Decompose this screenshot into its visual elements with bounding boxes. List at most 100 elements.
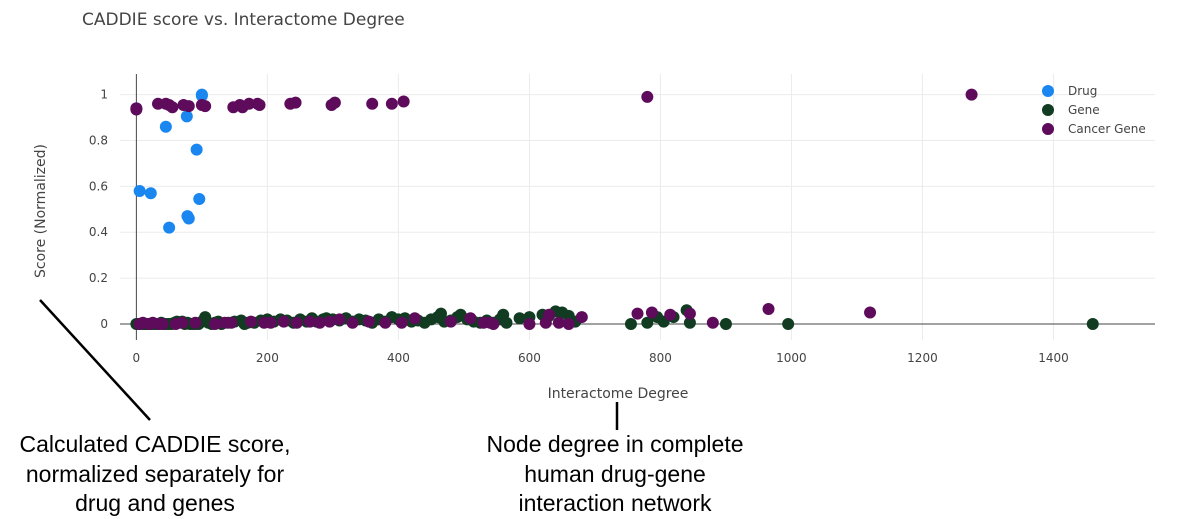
x-tick-label: 1200 <box>907 351 938 365</box>
x-tick-label: 1000 <box>776 351 807 365</box>
data-point <box>864 306 877 319</box>
series-cancer-gene <box>130 88 978 330</box>
data-point <box>706 316 719 329</box>
data-point <box>199 100 212 113</box>
data-point <box>290 316 303 329</box>
data-point <box>190 143 203 156</box>
y-axis-title: Score (Normalized) <box>33 144 49 278</box>
data-point <box>166 101 179 114</box>
data-point <box>543 308 556 321</box>
data-point <box>245 315 258 328</box>
right-note-line: interaction network <box>518 490 712 516</box>
x-tick-label: 0 <box>133 351 141 365</box>
data-point <box>243 97 256 110</box>
y-tick-label: 0.6 <box>89 179 108 193</box>
series-drug <box>130 88 208 234</box>
y-tick-label: 0.8 <box>89 134 108 148</box>
x-tick-label: 600 <box>518 351 541 365</box>
left-note-line: normalized separately for <box>26 461 285 487</box>
data-point <box>159 120 172 133</box>
legend-label: Drug <box>1068 84 1097 98</box>
data-point <box>762 303 775 316</box>
data-point <box>362 315 375 328</box>
left-note-line: drug and genes <box>75 490 235 516</box>
data-point <box>683 316 696 329</box>
data-point <box>444 315 457 328</box>
data-point <box>144 187 157 200</box>
data-point <box>189 316 202 329</box>
right-note-line: human drug-gene <box>524 461 706 487</box>
data-point <box>346 316 359 329</box>
x-tick-label: 200 <box>256 351 279 365</box>
legend-label: Gene <box>1068 103 1100 117</box>
data-point <box>182 100 195 113</box>
data-point <box>253 98 266 111</box>
data-point <box>208 317 221 330</box>
left-note-pointer <box>39 299 151 421</box>
data-point <box>641 90 654 103</box>
x-tick-label: 400 <box>387 351 410 365</box>
left-note: Calculated CADDIE score, normalized sepa… <box>20 431 291 516</box>
data-point <box>303 315 316 328</box>
data-point <box>782 317 795 330</box>
data-point <box>277 315 290 328</box>
grid <box>120 74 1155 340</box>
data-point <box>523 317 536 330</box>
data-point <box>323 315 336 328</box>
y-tick-label: 0.4 <box>89 225 108 239</box>
legend-marker <box>1042 123 1054 135</box>
data-point <box>683 307 696 320</box>
data-point <box>289 96 302 109</box>
data-point <box>130 103 143 116</box>
data-point <box>1086 317 1099 330</box>
data-point <box>487 317 500 330</box>
data-point <box>513 312 526 325</box>
data-point <box>500 316 513 329</box>
left-note-line: Calculated CADDIE score, <box>20 431 291 457</box>
x-tick-label: 800 <box>649 351 672 365</box>
data-point <box>180 110 193 123</box>
data-point <box>225 316 238 329</box>
data-point <box>379 316 392 329</box>
data-point <box>328 96 341 109</box>
data-point <box>965 88 978 101</box>
data-point <box>195 89 208 102</box>
data-point <box>624 317 637 330</box>
data-point <box>193 192 206 205</box>
data-point <box>631 307 644 320</box>
data-point <box>133 184 146 197</box>
data-point <box>408 312 421 325</box>
data-point <box>333 313 346 326</box>
data-point <box>395 316 408 329</box>
legend-marker <box>1042 104 1054 116</box>
right-note-line: Node degree in complete <box>487 431 744 457</box>
data-point <box>464 312 477 325</box>
x-tick-label: 1400 <box>1038 351 1069 365</box>
data-point <box>645 306 658 319</box>
data-point <box>641 316 654 329</box>
legend-marker <box>1042 85 1054 97</box>
data-point <box>719 317 732 330</box>
data-point <box>182 212 195 225</box>
right-note: Node degree in complete human drug-gene … <box>487 431 744 516</box>
data-point <box>156 317 169 330</box>
data-point <box>562 317 575 330</box>
y-tick-label: 1 <box>100 88 108 102</box>
x-axis-title: Interactome Degree <box>548 386 689 402</box>
legend-label: Cancer Gene <box>1068 122 1146 136</box>
y-axis-ticks: 0 0.2 0.4 0.6 0.8 1 <box>89 88 108 331</box>
data-point <box>575 311 588 324</box>
y-tick-label: 0.2 <box>89 271 108 285</box>
data-point <box>264 316 277 329</box>
data-point <box>385 97 398 110</box>
data-point <box>397 95 410 108</box>
data-points <box>130 88 1099 330</box>
data-point <box>664 308 677 321</box>
data-point <box>163 221 176 234</box>
data-point <box>552 316 565 329</box>
chart-title: CADDIE score vs. Interactome Degree <box>82 10 405 30</box>
data-point <box>176 316 189 329</box>
x-axis-ticks: 0 200 400 600 800 1000 1200 1400 <box>133 351 1069 365</box>
data-point <box>366 97 379 110</box>
